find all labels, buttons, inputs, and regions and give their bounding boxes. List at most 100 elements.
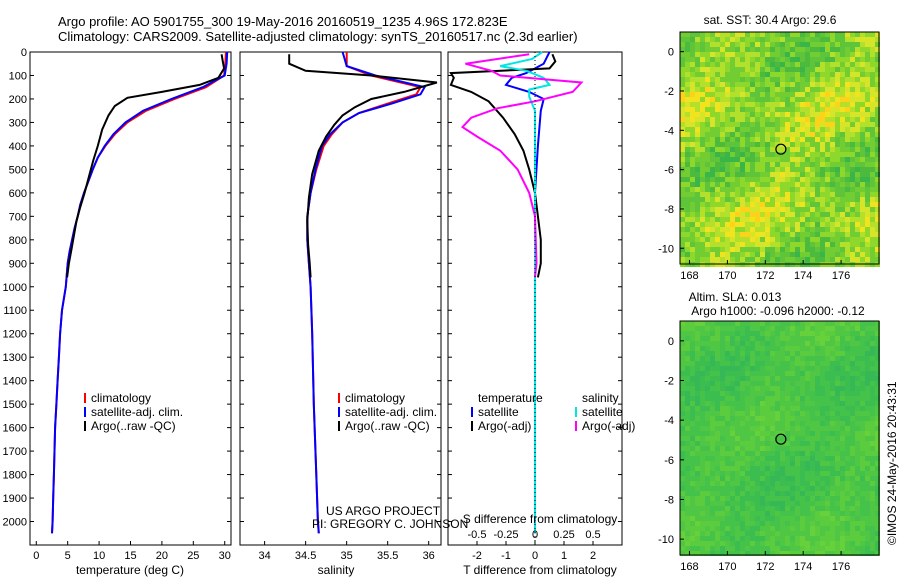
map-cell xyxy=(770,77,775,82)
map-cell xyxy=(725,132,730,137)
map-cell xyxy=(805,257,810,262)
map-cell xyxy=(845,177,850,182)
map-cell xyxy=(705,62,710,67)
map-cell xyxy=(840,192,845,197)
map-cell xyxy=(830,187,835,192)
map-cell xyxy=(830,52,835,57)
map-cell xyxy=(835,142,840,147)
map-cell xyxy=(770,471,775,476)
map-cell xyxy=(875,77,880,82)
map-cell xyxy=(730,481,735,486)
map-cell xyxy=(700,391,705,396)
map-cell xyxy=(715,52,720,57)
map-cell xyxy=(820,57,825,62)
map-cell xyxy=(680,466,685,471)
map-cell xyxy=(775,361,780,366)
map-cell xyxy=(695,82,700,87)
map-cell xyxy=(765,366,770,371)
map-cell xyxy=(875,57,880,62)
map-cell xyxy=(770,67,775,72)
map-cell xyxy=(870,67,875,72)
map-cell xyxy=(695,466,700,471)
map-cell xyxy=(680,351,685,356)
map-cell xyxy=(835,167,840,172)
map-cell xyxy=(685,341,690,346)
map-cell xyxy=(855,257,860,262)
map-cell xyxy=(805,32,810,37)
map-cell xyxy=(840,77,845,82)
map-cell xyxy=(785,117,790,122)
map-cell xyxy=(845,237,850,242)
map-cell xyxy=(865,406,870,411)
map-cell xyxy=(810,187,815,192)
map-cell xyxy=(725,326,730,331)
map-cell xyxy=(870,107,875,112)
map-cell xyxy=(810,351,815,356)
header-line2: Climatology: CARS2009. Satellite-adjuste… xyxy=(58,29,578,44)
map-cell xyxy=(795,97,800,102)
map-cell xyxy=(875,182,880,187)
map-cell xyxy=(815,531,820,536)
map-cell xyxy=(720,511,725,516)
map-cell xyxy=(725,411,730,416)
map-cell xyxy=(730,406,735,411)
map-cell xyxy=(825,237,830,242)
map-cell xyxy=(815,217,820,222)
map-cell xyxy=(805,167,810,172)
map-cell xyxy=(825,551,830,556)
map-cell xyxy=(775,366,780,371)
map-cell xyxy=(810,406,815,411)
map-cell xyxy=(705,247,710,252)
map-cell xyxy=(850,97,855,102)
map-cell xyxy=(700,222,705,227)
map-cell xyxy=(760,202,765,207)
map-cell xyxy=(860,82,865,87)
map-cell xyxy=(750,371,755,376)
map-cell xyxy=(750,376,755,381)
map-cell xyxy=(765,521,770,526)
map-cell xyxy=(690,321,695,326)
map-cell xyxy=(770,371,775,376)
map-cell xyxy=(705,441,710,446)
map-cell xyxy=(825,112,830,117)
map-cell xyxy=(780,476,785,481)
map-cell xyxy=(775,436,780,441)
map-cell xyxy=(790,177,795,182)
map-cell xyxy=(835,62,840,67)
map-cell xyxy=(805,551,810,556)
map-cell xyxy=(765,187,770,192)
map-cell xyxy=(790,217,795,222)
map-cell xyxy=(720,516,725,521)
map-cell xyxy=(815,511,820,516)
map-cell xyxy=(875,331,880,336)
map-cell xyxy=(705,237,710,242)
map-cell xyxy=(790,366,795,371)
map-cell xyxy=(875,466,880,471)
map-cell xyxy=(845,187,850,192)
map-cell xyxy=(875,142,880,147)
map-cell xyxy=(835,227,840,232)
map-cell xyxy=(775,87,780,92)
map-cell xyxy=(750,426,755,431)
map-cell xyxy=(755,112,760,117)
map-cell xyxy=(690,127,695,132)
map-cell xyxy=(780,177,785,182)
map-cell xyxy=(705,416,710,421)
map-cell xyxy=(860,366,865,371)
map-cell xyxy=(815,551,820,556)
map-cell xyxy=(705,232,710,237)
map-cell xyxy=(850,491,855,496)
map-cell xyxy=(820,531,825,536)
map-cell xyxy=(875,401,880,406)
map-cell xyxy=(725,177,730,182)
map-cell xyxy=(810,207,815,212)
map-cell xyxy=(840,511,845,516)
map-cell xyxy=(695,67,700,72)
map-cell xyxy=(825,531,830,536)
map-cell xyxy=(710,376,715,381)
map-cell xyxy=(770,446,775,451)
map-cell xyxy=(730,237,735,242)
map-cell xyxy=(710,167,715,172)
map-cell xyxy=(875,541,880,546)
map-cell xyxy=(755,361,760,366)
